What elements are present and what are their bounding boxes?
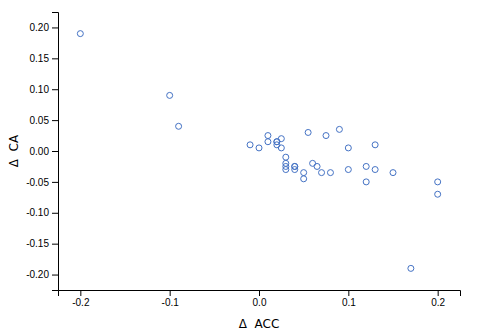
- y-axis-title: Δ CA: [7, 134, 21, 167]
- point: [372, 167, 378, 173]
- point: [390, 170, 396, 176]
- x-axis-tick-mark: [348, 290, 349, 296]
- x-axis-tick: -0.1: [162, 290, 180, 308]
- y-axis-tick: 0.00: [30, 146, 58, 157]
- y-axis-tick: 0.15: [30, 53, 58, 64]
- x-axis-tick-label: 0.1: [342, 297, 356, 308]
- point: [336, 126, 342, 132]
- y-axis-tick-mark: [52, 58, 58, 59]
- point: [435, 179, 441, 185]
- point: [435, 191, 441, 197]
- point: [363, 179, 369, 185]
- point: [301, 176, 307, 182]
- y-axis-tick-label: -0.15: [26, 238, 49, 249]
- y-axis-tick-mark: [52, 120, 58, 121]
- point: [305, 129, 311, 135]
- y-axis-tick-label: -0.10: [26, 207, 49, 218]
- point: [372, 142, 378, 148]
- y-axis-tick-mark: [52, 182, 58, 183]
- point: [345, 145, 351, 151]
- point: [265, 133, 271, 139]
- y-axis-tick: -0.15: [26, 238, 58, 249]
- point: [319, 170, 325, 176]
- point: [345, 167, 351, 173]
- x-axis-line: [59, 291, 461, 297]
- y-axis-tick-mark: [52, 275, 58, 276]
- x-axis-tick-label: -0.2: [72, 297, 90, 308]
- chart: -0.2 -0.1 0.0 0.1 0.2 -0.20 -0.15 -0.10 -0.05 0.0…: [0, 0, 478, 336]
- x-axis-tick-mark: [80, 290, 81, 296]
- x-axis: -0.2 -0.1 0.0 0.1 0.2: [59, 290, 461, 308]
- y-axis-tick-label: 0.15: [30, 53, 50, 64]
- point: [363, 163, 369, 169]
- point: [283, 167, 289, 173]
- point: [247, 142, 253, 148]
- point: [314, 163, 320, 169]
- y-axis-tick-mark: [52, 89, 58, 90]
- point: [176, 123, 182, 129]
- x-axis-tick: -0.2: [72, 290, 90, 308]
- point: [283, 154, 289, 160]
- y-axis-line: [52, 13, 59, 291]
- y-axis-tick: -0.10: [26, 207, 58, 218]
- y-axis-tick-mark: [52, 151, 58, 152]
- y-axis-tick: 0.05: [30, 115, 58, 126]
- x-axis-tick-label: -0.1: [162, 297, 180, 308]
- point: [167, 92, 173, 98]
- point: [278, 136, 284, 142]
- points: [77, 31, 440, 272]
- point: [408, 265, 414, 271]
- y-axis-tick: 0.20: [30, 22, 58, 33]
- x-axis-tick: 0.0: [253, 290, 267, 308]
- point: [77, 31, 83, 37]
- y-axis-tick-label: -0.05: [26, 177, 49, 188]
- point: [278, 145, 284, 151]
- point: [292, 167, 298, 173]
- x-axis-tick: 0.2: [431, 290, 445, 308]
- y-axis-tick-label: -0.20: [26, 269, 49, 280]
- plot: -0.2 -0.1 0.0 0.1 0.2 -0.20 -0.15 -0.10 -0.05 0.0…: [26, 13, 460, 309]
- y-axis-tick-mark: [52, 27, 58, 28]
- y-axis: -0.20 -0.15 -0.10 -0.05 0.00 0.05 0.10 0.15 0.20: [26, 13, 58, 291]
- point: [301, 170, 307, 176]
- point: [265, 139, 271, 145]
- y-axis-tick-mark: [52, 213, 58, 214]
- y-axis-tick: 0.10: [30, 84, 58, 95]
- y-axis-tick-label: 0.00: [30, 146, 50, 157]
- y-axis-tick-label: 0.10: [30, 84, 50, 95]
- y-axis-tick-label: 0.20: [30, 22, 50, 33]
- x-axis-tick-mark: [259, 290, 260, 296]
- y-axis-tick-label: 0.05: [30, 115, 50, 126]
- x-axis-tick-mark: [170, 290, 171, 296]
- x-axis-tick: 0.1: [342, 290, 356, 308]
- x-axis-tick-label: 0.2: [431, 297, 445, 308]
- x-axis-tick-mark: [438, 290, 439, 296]
- x-axis-tick-label: 0.0: [253, 297, 267, 308]
- point: [327, 170, 333, 176]
- y-axis-tick: -0.05: [26, 177, 58, 188]
- y-axis-tick-mark: [52, 244, 58, 245]
- point: [256, 145, 262, 151]
- point: [323, 133, 329, 139]
- x-axis-title: Δ ACC: [239, 317, 280, 331]
- y-axis-tick: -0.20: [26, 269, 58, 280]
